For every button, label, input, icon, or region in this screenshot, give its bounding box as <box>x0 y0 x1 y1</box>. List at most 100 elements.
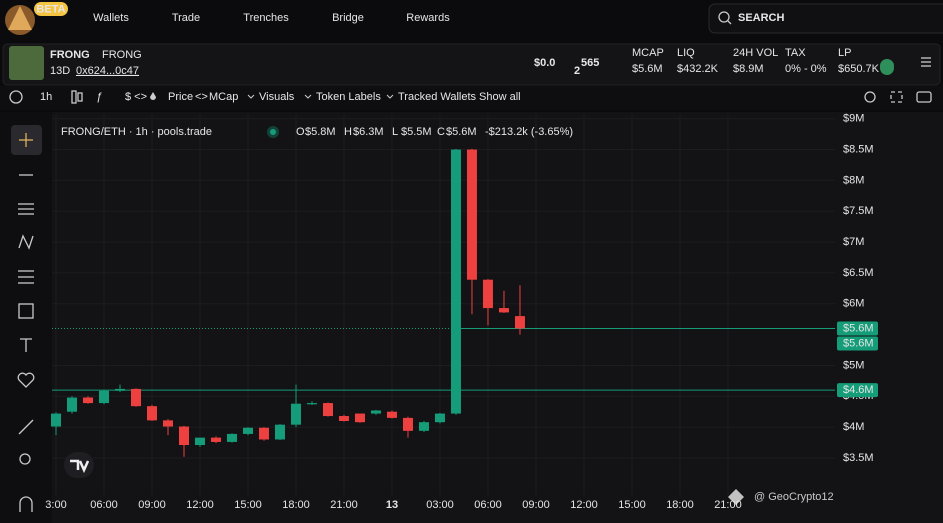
candle-icon[interactable] <box>77 92 83 102</box>
x-tick-label: 12:00 <box>186 499 214 511</box>
y-tick-label: $3.5M <box>843 452 874 464</box>
stat-label: MCAP <box>632 47 664 59</box>
ohlc-key: C <box>437 126 445 138</box>
x-tick-label: 06:00 <box>474 499 502 511</box>
stat-value: $8.9M <box>733 63 764 75</box>
toolbar-menu[interactable]: Tracked Wallets <box>398 91 477 103</box>
candle-body <box>418 422 429 431</box>
search-icon <box>718 11 730 23</box>
price-label: $4.6M <box>843 384 874 396</box>
candle-body <box>162 420 173 427</box>
ohlc-value: $6.3M <box>353 126 384 138</box>
fx-icon[interactable]: ƒ <box>96 91 102 103</box>
candle-body <box>482 279 493 309</box>
nav-item[interactable]: Bridge <box>332 12 364 24</box>
settings-icon[interactable] <box>864 91 876 103</box>
search-placeholder[interactable]: SEARCH <box>738 12 785 24</box>
token-ticker: FRONG <box>102 49 142 61</box>
candle-body <box>466 149 477 280</box>
price: $0.0 <box>534 57 555 69</box>
search-box[interactable] <box>708 3 943 34</box>
candle-body <box>82 397 93 404</box>
toolbar-menu[interactable]: Token Labels <box>316 91 381 103</box>
stat-label: TAX <box>785 47 806 59</box>
x-tick-label: 21:00 <box>330 499 358 511</box>
candle-body <box>354 413 365 423</box>
x-tick-label: 09:00 <box>522 499 550 511</box>
candle-body <box>306 403 317 405</box>
candle-body <box>114 388 125 391</box>
stat-label: LIQ <box>677 47 695 59</box>
toolbar-menu[interactable]: Visuals <box>259 91 295 103</box>
camera-icon[interactable] <box>916 91 932 103</box>
x-tick-label: 18:00 <box>666 499 694 511</box>
price-mode[interactable]: Price <box>168 91 193 103</box>
y-tick-label: $6.5M <box>843 267 874 279</box>
beta-badge <box>34 2 68 16</box>
candle-body <box>210 437 221 442</box>
candle-body <box>450 149 461 414</box>
candle-body <box>242 427 253 434</box>
stat-value: $650.7K <box>838 63 880 75</box>
nav-item[interactable]: Rewards <box>406 12 450 24</box>
drop-icon[interactable] <box>150 92 156 100</box>
y-tick-label: $8M <box>843 174 864 186</box>
fullscreen-icon[interactable] <box>890 91 903 103</box>
price: 2 <box>574 65 580 77</box>
price-label: $5.6M <box>843 337 874 349</box>
ohlc-key: H <box>344 126 352 138</box>
interval[interactable]: 1h <box>40 91 52 103</box>
y-tick-label: $6M <box>843 298 864 310</box>
stat-value: $5.6M <box>632 63 663 75</box>
nav-item[interactable]: Wallets <box>93 12 129 24</box>
show-all[interactable]: Show all <box>479 91 521 103</box>
change: -$213.2k (-3.65%) <box>485 126 573 138</box>
search-icon <box>727 20 732 25</box>
x-tick-label: 13 <box>386 499 398 511</box>
price-label-box <box>837 336 878 351</box>
candle-body <box>226 433 237 442</box>
nav-item[interactable]: Trenches <box>243 12 289 24</box>
price: 565 <box>581 57 599 69</box>
candle-icon[interactable] <box>71 90 77 104</box>
token-image <box>9 46 44 80</box>
y-tick-label: $7M <box>843 236 864 248</box>
y-tick-label: $4M <box>843 421 864 433</box>
candle-body <box>194 437 205 446</box>
ohlc-value: $5.5M <box>401 126 432 138</box>
token-address[interactable]: 0x624...0c47 <box>76 65 139 77</box>
tradingview-logo <box>70 459 90 474</box>
x-tick-label: 03:00 <box>426 499 454 511</box>
candle-body <box>514 316 525 329</box>
token-name: FRONG <box>50 49 90 61</box>
price-mode[interactable]: MCap <box>209 91 238 103</box>
add-icon[interactable] <box>9 90 23 104</box>
chevron <box>304 94 312 99</box>
price-label-box <box>837 383 878 398</box>
candle-body <box>130 388 141 407</box>
token-age: 13D <box>50 65 70 77</box>
x-tick-label: 18:00 <box>282 499 310 511</box>
badge-text: BETA <box>36 3 65 15</box>
menu-icon[interactable] <box>921 57 931 67</box>
y-tick-label: $7.5M <box>843 205 874 217</box>
currency[interactable]: $ <> <box>125 91 147 103</box>
candle-body <box>66 397 77 412</box>
candle-body <box>290 403 301 425</box>
candle-body <box>146 406 157 421</box>
nav-item[interactable]: Trade <box>172 12 200 24</box>
ohlc-value: $5.6M <box>446 126 477 138</box>
price-label-box <box>837 321 878 336</box>
lp-lock <box>880 59 894 75</box>
y-tick-label: $8.5M <box>843 143 874 155</box>
price-mode[interactable]: <> <box>195 91 208 103</box>
token-bar <box>2 43 941 86</box>
tool-icons <box>17 133 35 512</box>
candle-body <box>322 403 333 417</box>
status-dot <box>270 129 276 135</box>
stat-value: $432.2K <box>677 63 719 75</box>
stat-value: 0% - 0% <box>785 63 827 75</box>
candle-body <box>98 390 109 404</box>
watermark: @ GeoCrypto12 <box>754 491 834 503</box>
